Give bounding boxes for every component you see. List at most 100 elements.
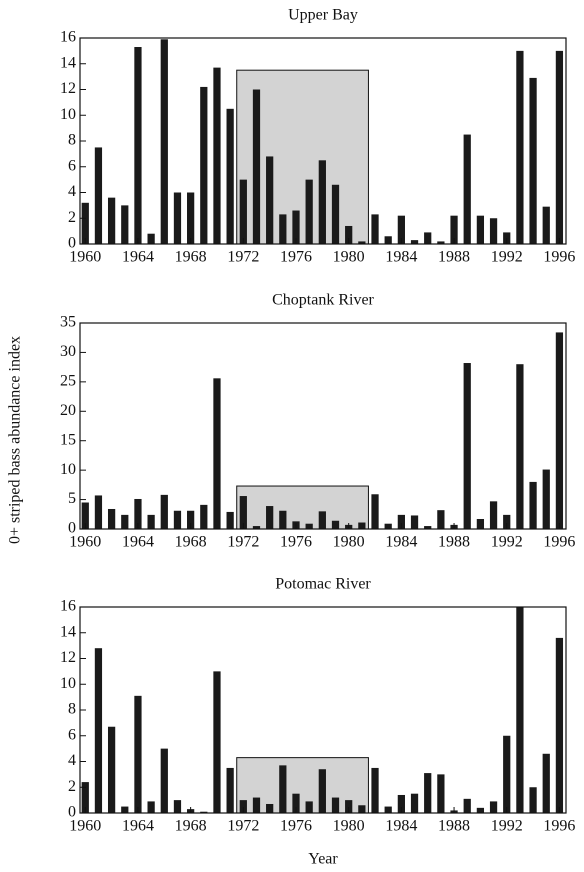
y-tick-label: 30 [60,343,76,360]
bar [384,236,392,244]
y-tick-label: 0 [68,520,76,537]
bar [239,179,247,244]
bar [305,179,313,244]
y-tick-label: 35 [60,314,76,331]
panel-title: Potomac River [275,576,371,593]
bar [173,192,182,244]
bar [489,801,498,813]
bar [279,214,287,244]
bar [266,506,274,529]
x-tick-label: 1976 [280,818,312,835]
bar [516,607,524,813]
bar [529,481,537,529]
bar [397,215,405,244]
x-axis-label: Year [308,851,338,868]
x-tick-label: 1968 [175,534,207,551]
bar [279,510,287,529]
x-tick-label: 1976 [280,249,312,266]
bar [503,514,511,529]
bar [94,495,103,529]
bar [463,798,471,813]
bar [410,515,419,529]
x-tick-label: 1964 [122,249,154,266]
x-tick-label: 1980 [333,249,365,266]
bar [81,202,89,244]
bar [410,240,419,244]
x-tick-label: 1972 [227,818,259,835]
bar [213,671,221,813]
x-tick-label: 1992 [491,818,523,835]
y-tick-label: 12 [60,80,76,97]
y-axis-label: 0+ striped bass abundance index [7,336,24,544]
bar [384,806,392,813]
y-tick-label: 5 [68,490,76,507]
bar [134,47,142,245]
reference-box [236,485,369,530]
bar [107,508,116,529]
bar [134,695,142,813]
x-tick-label: 1972 [227,249,259,266]
bar [147,801,155,813]
bar [147,514,155,529]
y-tick-label: 0 [68,235,76,252]
x-tick-label: 1984 [385,249,417,266]
x-tick-label: 1968 [175,818,207,835]
y-tick-label: 16 [60,29,76,46]
bar [516,364,524,529]
x-tick-label: 1996 [543,534,575,551]
bar [292,793,300,813]
bar [555,637,564,813]
bar [226,767,234,813]
y-tick-label: 2 [68,209,76,226]
x-tick-label: 1988 [438,249,470,266]
x-tick-label: 1964 [122,534,154,551]
x-tick-label: 1980 [333,818,365,835]
bar [437,510,445,529]
bar [239,496,247,529]
bar [371,214,379,244]
y-tick-label: 8 [68,132,76,149]
x-tick-label: 1968 [175,249,207,266]
bar [279,765,287,813]
y-tick-label: 10 [60,675,76,692]
x-tick-label: 1996 [543,818,575,835]
bar [213,67,221,244]
bar [542,753,550,813]
bar [121,806,129,813]
bar [489,501,498,529]
y-tick-label: 8 [68,701,76,718]
bar [424,526,432,529]
bar [331,520,340,529]
bar [358,805,366,813]
panel-title: Upper Bay [288,7,358,24]
y-tick-label: 25 [60,373,76,390]
bar [160,494,168,529]
x-tick-label: 1960 [69,249,101,266]
x-tick-label: 1980 [333,534,365,551]
y-tick-label: 6 [68,726,76,743]
bar [437,241,445,244]
y-tick-label: 15 [60,431,76,448]
bar [450,215,458,244]
bar [147,233,155,244]
bar [476,807,485,813]
y-tick-label: 16 [60,598,76,615]
bar [331,797,340,813]
x-tick-label: 1976 [280,534,312,551]
bar [160,39,168,244]
bar [397,514,405,529]
bar [424,232,432,244]
y-tick-label: 4 [68,752,76,769]
bar [121,514,129,529]
x-tick-label: 1960 [69,818,101,835]
bar [107,726,116,813]
bar [358,522,366,529]
x-tick-label: 1960 [69,534,101,551]
bar [555,50,564,244]
bar [489,218,498,244]
y-tick-label: 14 [60,623,76,640]
bar [187,510,195,529]
bar [358,241,366,244]
bar [463,134,471,244]
bar [555,332,564,529]
